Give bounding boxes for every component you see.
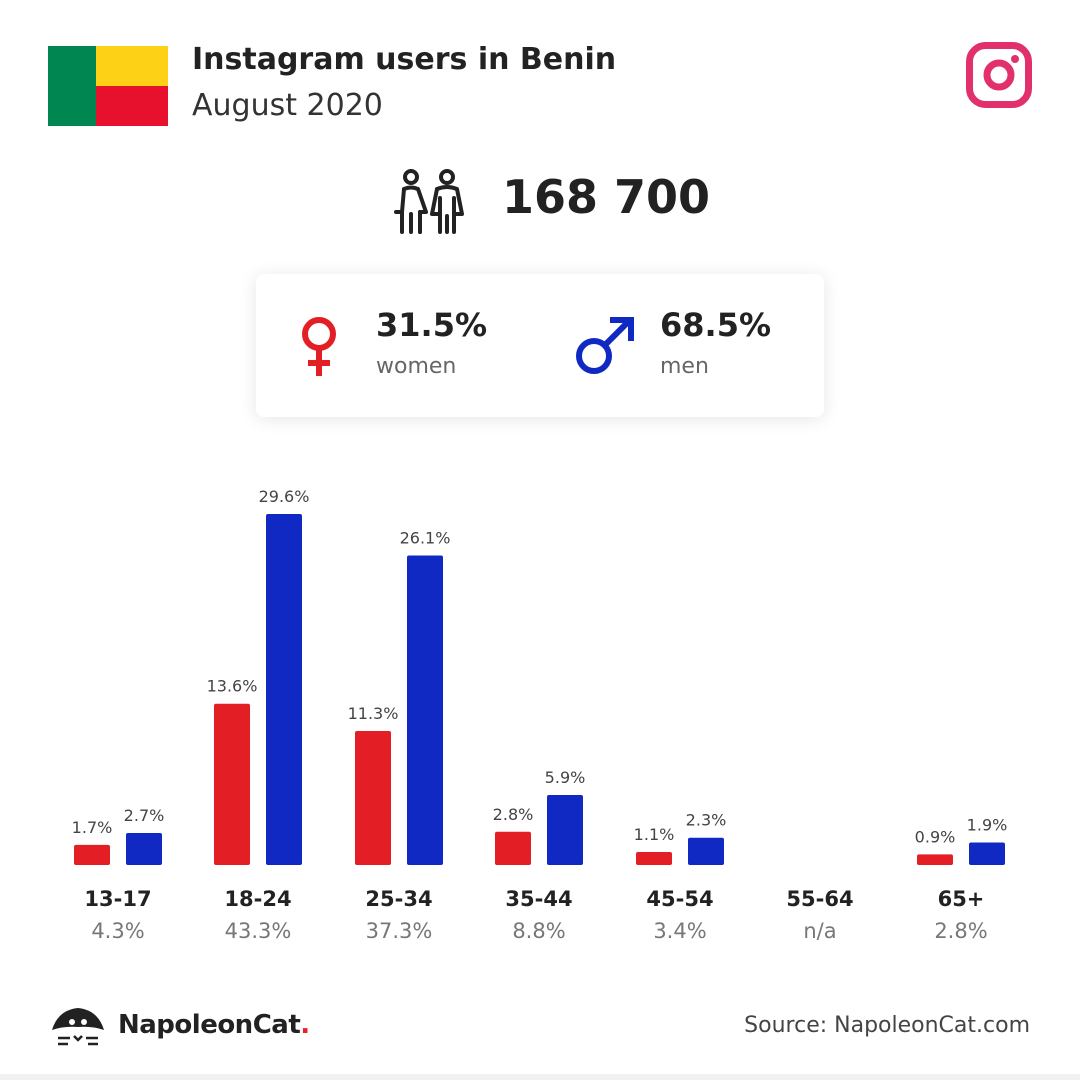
data-label-women: 0.9%	[915, 827, 956, 846]
category-label: 13-17	[84, 887, 151, 911]
bar-men	[266, 514, 302, 865]
bar-men	[407, 555, 443, 865]
gender-card: 31.5% women 68.5% men	[256, 274, 824, 417]
men-label: men	[660, 354, 709, 379]
bar-men	[547, 795, 583, 865]
data-label-men: 1.9%	[967, 815, 1008, 834]
bar-men	[688, 837, 724, 865]
data-label-men: 5.9%	[545, 768, 586, 787]
data-label-women: 2.8%	[493, 805, 534, 824]
bottom-strip	[0, 1074, 1080, 1080]
flag-green-band	[48, 46, 96, 126]
total-users: 168 700	[502, 170, 711, 224]
category-total: 43.3%	[225, 919, 292, 943]
brand-dot: .	[300, 1010, 310, 1040]
category-total: 2.8%	[934, 919, 987, 943]
women-percent: 31.5%	[376, 306, 488, 344]
data-label-women: 11.3%	[348, 704, 399, 723]
instagram-icon	[966, 42, 1032, 108]
category-label: 35-44	[505, 887, 572, 911]
bar-women	[917, 854, 953, 865]
category-label: 55-64	[786, 887, 853, 911]
chart-title: Instagram users in Benin	[192, 42, 617, 77]
data-label-women: 1.7%	[72, 818, 113, 837]
data-label-women: 13.6%	[207, 677, 258, 696]
men-percent: 68.5%	[660, 306, 772, 344]
category-total: n/a	[803, 919, 836, 943]
bar-women	[636, 851, 672, 865]
women-label: women	[376, 354, 457, 379]
benin-flag-icon	[48, 46, 168, 126]
bar-men	[969, 842, 1005, 865]
data-label-men: 29.6%	[259, 487, 310, 506]
data-label-men: 26.1%	[400, 529, 451, 548]
category-label: 18-24	[224, 887, 291, 911]
bar-women	[355, 731, 391, 865]
napoleoncat-logo-icon	[52, 1008, 104, 1046]
category-total: 37.3%	[366, 919, 433, 943]
male-symbol-icon	[576, 317, 634, 374]
bar-men	[126, 832, 162, 865]
category-total: 4.3%	[91, 919, 144, 943]
bar-women	[214, 703, 250, 865]
data-label-men: 2.3%	[686, 811, 727, 830]
category-label: 25-34	[365, 887, 432, 911]
brand-text: NapoleonCat	[118, 1010, 301, 1040]
flag-yellow-band	[96, 46, 168, 86]
category-label: 65+	[938, 887, 985, 911]
category-total: 8.8%	[512, 919, 565, 943]
data-label-men: 2.7%	[124, 806, 165, 825]
chart-subtitle: August 2020	[192, 88, 383, 123]
bar-women	[495, 831, 531, 865]
female-symbol-icon	[302, 317, 336, 376]
brand-name: NapoleonCat.	[118, 1010, 310, 1040]
people-icon	[394, 169, 464, 234]
flag-red-band	[96, 86, 168, 126]
category-total: 3.4%	[653, 919, 706, 943]
age-gender-bar-chart: 1.7% 2.7% 13-17 4.3% 13.6% 29.6% 18-24 43.3% 11.…	[72, 487, 1008, 943]
category-label: 45-54	[646, 887, 713, 911]
source-text: Source: NapoleonCat.com	[744, 1013, 1030, 1038]
bar-women	[74, 844, 110, 865]
data-label-women: 1.1%	[634, 825, 675, 844]
